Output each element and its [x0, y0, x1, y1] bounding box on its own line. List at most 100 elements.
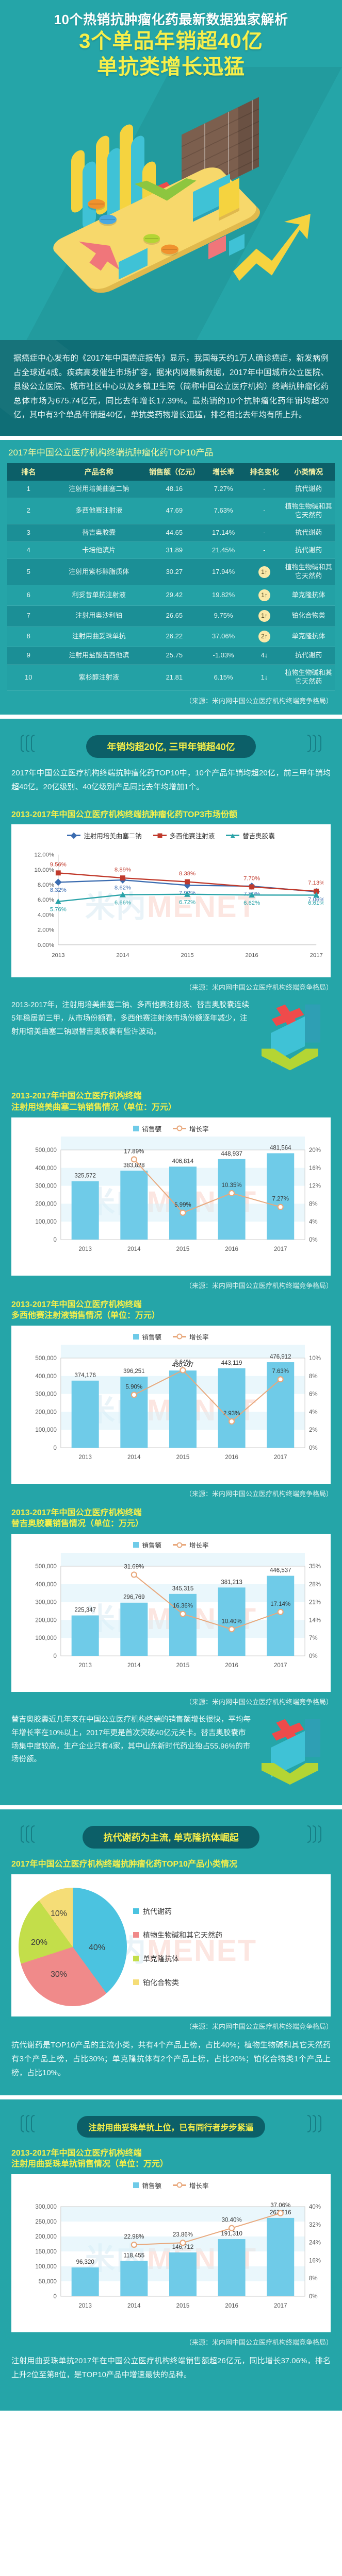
svg-text:396,251: 396,251 [123, 1368, 144, 1375]
pill-icon [161, 244, 178, 255]
svg-text:7.06%: 7.06% [308, 897, 323, 903]
cell-category: 植物生物碱和其它天然药 [282, 498, 335, 524]
chart-3-legend: 销售额 增长率 [17, 1332, 325, 1342]
section-1-closing-note: 替吉奥胶囊近几年来在中国公立医疗机构终端的销售额增长很快，平均每年增长率在10%… [11, 1716, 251, 1764]
svg-text:28%: 28% [309, 1582, 321, 1588]
svg-text:30.40%: 30.40% [222, 2217, 242, 2224]
svg-text:7.70%: 7.70% [243, 876, 260, 882]
cell-change: 1↑ [246, 558, 283, 586]
svg-text:8.00%: 8.00% [38, 883, 54, 889]
svg-text:5.99%: 5.99% [174, 1202, 191, 1208]
chart-5-plot: 40% 30% 20% 10% 抗代谢药 植物生物碱和其它天然药 单克隆抗体 铂… [17, 1880, 325, 2011]
hero-illustration [0, 85, 342, 307]
svg-text:300,000: 300,000 [35, 1600, 56, 1606]
cell-rank: 4 [7, 541, 50, 560]
chart-4-title: 2013-2017年中国公立医疗机构终端 替吉奥胶囊销售情况（单位：万元） [11, 1508, 144, 1529]
svg-text:4%: 4% [309, 1219, 318, 1225]
chart-1-source: （来源：米内网中国公立医疗机构终端竞争格局） [0, 977, 342, 994]
decoration-illustration [255, 1714, 333, 1791]
svg-text:8%: 8% [309, 1374, 318, 1380]
chart-2-card: 米内MENET 销售额 增长率 0 100,000 200,000 300,000 40… [11, 1117, 331, 1276]
svg-text:2013: 2013 [78, 1246, 92, 1252]
chart-1-card: 米内MENET 注射用培美曲塞二钠 多西他赛注射液 替吉奥胶囊 0.00% 2.0… [11, 824, 331, 978]
svg-text:296,769: 296,769 [123, 1595, 144, 1601]
svg-text:6%: 6% [309, 1391, 318, 1397]
legend-item: 增长率 [173, 1124, 209, 1133]
cell-category: 植物生物碱和其它天然药 [282, 558, 335, 586]
wave-decoration-left [21, 2114, 35, 2132]
chart-2-title: 2013-2017年中国公立医疗机构终端 注射用培美曲塞二钠销售情况（单位：万元… [11, 1092, 177, 1112]
svg-text:0: 0 [53, 1237, 56, 1243]
svg-text:2014: 2014 [127, 1454, 141, 1461]
pie-chart: 40% 30% 20% 10% [19, 1887, 127, 2006]
cell-rank: 2 [7, 498, 50, 524]
cell-sales: 47.69 [148, 498, 201, 524]
svg-text:100,000: 100,000 [35, 1635, 56, 1641]
infographic-page: 10个热销抗肿瘤化药最新数据独家解析 3个单品年销超40亿 单抗类增长迅猛 [0, 0, 342, 2411]
hero-subtitle: 10个热销抗肿瘤化药最新数据独家解析 [54, 12, 288, 27]
svg-text:8.32%: 8.32% [50, 888, 67, 894]
cell-rank: 5 [7, 558, 50, 586]
cell-category: 单克隆抗体 [282, 585, 335, 606]
cell-name: 替吉奥胶囊 [50, 524, 149, 542]
cell-change: 2↑ [246, 626, 283, 648]
svg-text:400,000: 400,000 [35, 1374, 56, 1380]
svg-text:6.00%: 6.00% [38, 897, 54, 904]
svg-text:7.13%: 7.13% [308, 880, 323, 886]
svg-text:191,310: 191,310 [221, 2231, 242, 2237]
legend-item: 注射用培美曲塞二钠 [67, 831, 142, 840]
pie-label: 30% [51, 1970, 68, 1979]
svg-text:16%: 16% [309, 2258, 321, 2264]
chart-stick-icon [83, 159, 96, 231]
chart-2-source: （来源：米内网中国公立医疗机构终端竞争格局） [0, 1275, 342, 1292]
svg-text:2%: 2% [309, 1427, 318, 1433]
svg-text:2.00%: 2.00% [38, 927, 54, 934]
legend-item: 单克隆抗体 [133, 1954, 323, 1964]
col-name: 产品名称 [50, 463, 149, 481]
svg-text:37.06%: 37.06% [270, 2202, 290, 2209]
chart-5-title: 2017年中国公立医疗机构终端抗肿瘤化药TOP10产品小类情况 [11, 1860, 237, 1869]
cell-sales: 44.65 [148, 524, 201, 542]
svg-text:200,000: 200,000 [35, 1201, 56, 1207]
svg-text:7%: 7% [309, 1635, 318, 1641]
table-row: 6 利妥昔单抗注射液 29.42 19.82% 1↑ 单克隆抗体 [7, 585, 335, 606]
cell-sales: 48.16 [148, 480, 201, 498]
chart-6-plot: 0 50,000 100,000 150,000 200,000 250,000 300,0… [17, 2193, 325, 2327]
svg-text:16%: 16% [309, 1165, 321, 1171]
cell-sales: 25.75 [148, 647, 201, 665]
cell-category: 抗代谢药 [282, 541, 335, 560]
footer-strip [0, 2397, 342, 2411]
svg-text:406,814: 406,814 [172, 1158, 194, 1164]
divider [0, 2095, 342, 2099]
cube-icon [208, 235, 226, 260]
cell-category: 抗代谢药 [282, 480, 335, 498]
svg-text:381,213: 381,213 [221, 1579, 242, 1585]
legend-item: 销售额 [133, 1540, 161, 1550]
svg-text:8.64%: 8.64% [174, 1360, 191, 1366]
svg-text:2013: 2013 [52, 953, 64, 959]
svg-text:0: 0 [53, 1653, 56, 1659]
chart-3-card: 米内MENET 销售额 增长率 0 100,000 200,000 300,000 40… [11, 1325, 331, 1484]
svg-text:2015: 2015 [176, 2303, 190, 2309]
svg-text:32%: 32% [309, 2222, 321, 2228]
cell-rank: 6 [7, 585, 50, 606]
rank-change-value: - [263, 484, 266, 493]
cell-name: 利妥昔单抗注射液 [50, 585, 149, 606]
rank-change-value: - [263, 506, 266, 515]
svg-text:2014: 2014 [116, 953, 129, 959]
svg-text:2015: 2015 [176, 1246, 190, 1252]
cell-sales: 31.89 [148, 541, 201, 560]
svg-text:31.69%: 31.69% [124, 1564, 144, 1570]
svg-text:2017: 2017 [274, 1246, 287, 1252]
cell-name: 紫杉醇注射液 [50, 664, 149, 691]
wave-decoration-left [21, 1825, 35, 1843]
svg-text:2016: 2016 [225, 1663, 238, 1669]
svg-text:325,572: 325,572 [74, 1173, 95, 1179]
cell-growth: 37.06% [200, 626, 247, 648]
section-3-title: 注射用曲妥珠单抗上位，已有同行者步步紧逼 [77, 2115, 265, 2138]
svg-text:20%: 20% [309, 1147, 321, 1154]
section-1-note-block: 2013-2017年，注射用培美曲塞二钠、多西他赛注射液、替吉奥胶囊连续5年稳居… [0, 994, 342, 1083]
cell-category: 单克隆抗体 [282, 626, 335, 648]
cell-rank: 8 [7, 626, 50, 648]
section-1-note: 2013-2017年，注射用培美曲塞二钠、多西他赛注射液、替吉奥胶囊连续5年稳居… [11, 1001, 249, 1037]
